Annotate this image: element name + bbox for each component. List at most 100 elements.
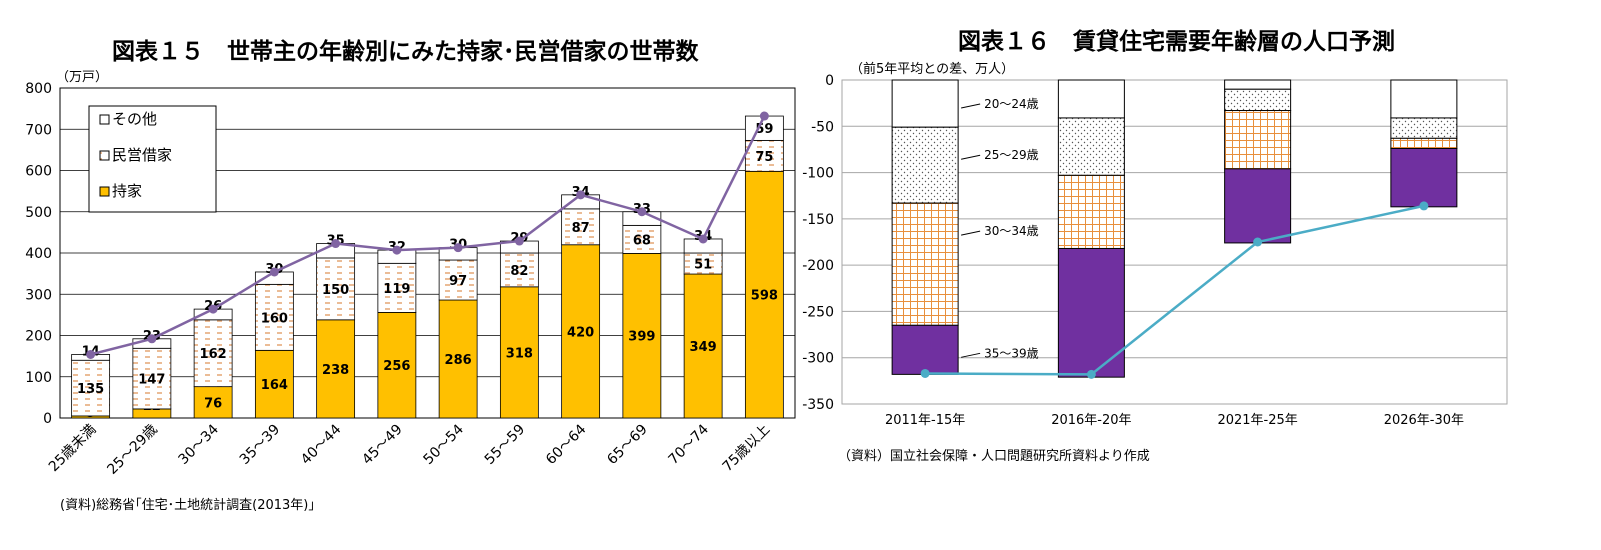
y-tick-label: -200: [802, 258, 834, 274]
bar-segment: [1057, 174, 1125, 249]
bar-segment: [377, 262, 417, 313]
legend-label: その他: [112, 110, 157, 128]
y-tick-label: 200: [25, 329, 52, 345]
data-label: 160: [261, 311, 288, 326]
series-annotation: 30～34歳: [984, 224, 1039, 238]
bar-segment: [891, 324, 959, 375]
bar-segment: [744, 170, 784, 419]
x-tick-label: 2016年-20年: [1051, 413, 1131, 428]
data-label: 68: [633, 233, 651, 248]
x-tick-label: 35～39: [237, 422, 283, 468]
data-label: 349: [690, 340, 717, 355]
legend-box: [88, 105, 217, 213]
x-tick-label: 2026年-30年: [1384, 413, 1464, 428]
data-label: 147: [138, 373, 165, 388]
bar-segment: [1390, 148, 1458, 208]
total-marker: [1253, 237, 1263, 247]
bar-segment: [254, 283, 294, 351]
data-label: 318: [506, 346, 533, 361]
bar-segment: [316, 257, 356, 321]
left-source-note: (資料)総務省｢住宅･土地統計調査(2013年)｣: [60, 498, 315, 513]
bar-segment: [1390, 137, 1458, 150]
x-tick-label: 40～44: [298, 421, 344, 467]
legend-label: 民営借家: [112, 146, 172, 164]
y-tick-label: 400: [25, 246, 52, 262]
data-label: 162: [200, 347, 227, 362]
total-marker: [698, 234, 708, 244]
total-marker: [514, 236, 524, 246]
total-marker: [637, 207, 647, 217]
y-tick-label: 0: [43, 411, 52, 427]
y-tick-label: -250: [802, 304, 834, 320]
x-tick-label: 2011年-15年: [885, 413, 965, 428]
bar-segment: [1224, 88, 1292, 112]
total-marker: [392, 245, 402, 255]
x-tick-label: 55～59: [482, 422, 528, 468]
legend-swatch: [99, 114, 110, 125]
bar-segment: [683, 273, 723, 419]
bar-segment: [1224, 79, 1292, 90]
data-label: 150: [322, 283, 349, 298]
annotation-leader: [961, 154, 981, 160]
y-tick-label: 0: [825, 73, 834, 89]
data-label: 286: [445, 353, 472, 368]
series-annotation: 35～39歳: [984, 346, 1039, 360]
legend-label: 持家: [112, 182, 142, 200]
bar-segment: [316, 319, 356, 419]
x-tick-label: 75歳以上: [720, 422, 774, 476]
total-marker: [269, 267, 279, 277]
y-tick-label: -100: [802, 166, 834, 182]
bar-segment: [622, 253, 662, 419]
x-tick-label: 30～34: [176, 421, 222, 467]
right-source-note: （資料）国立社会保障・人口問題研究所資料より作成: [838, 449, 1150, 464]
legend-swatch: [99, 150, 110, 161]
data-label: 82: [510, 264, 528, 279]
total-line: [925, 204, 1425, 376]
bar-segment: [499, 286, 539, 419]
data-label: 119: [383, 282, 410, 297]
bar-segment: [132, 347, 172, 410]
bar-segment: [1224, 110, 1292, 170]
bar-segment: [561, 244, 601, 419]
total-marker: [453, 243, 463, 253]
bar-segment: [1390, 79, 1458, 119]
series-annotation: 25～29歳: [984, 148, 1039, 162]
bar-segment: [744, 139, 784, 172]
x-tick-label: 25歳未満: [46, 422, 100, 476]
bar-segment: [891, 126, 959, 204]
y-tick-label: 800: [25, 81, 52, 97]
total-marker: [86, 349, 96, 359]
series-annotation: 20～24歳: [984, 97, 1039, 111]
x-tick-label: 50～54: [421, 421, 467, 467]
right-unit-label: （前5年平均との差、万人）: [850, 62, 1015, 77]
left-chart-title: 図表１５ 世帯主の年齢別にみた持家･民営借家の世帯数: [112, 39, 699, 65]
right-chart-title: 図表１６ 賃貸住宅需要年齢層の人口予測: [958, 29, 1395, 55]
y-tick-label: 100: [25, 370, 52, 386]
y-tick-label: 700: [25, 122, 52, 138]
bar-segment: [499, 252, 539, 288]
data-label: 135: [77, 382, 104, 397]
legend-swatch: [99, 186, 110, 197]
bar-segment: [193, 319, 233, 388]
bar-segment: [1224, 168, 1292, 244]
y-tick-label: 600: [25, 164, 52, 180]
bar-segment: [193, 386, 233, 419]
y-tick-label: -50: [811, 119, 834, 135]
x-tick-label: 65～69: [604, 422, 650, 468]
data-label: 256: [383, 359, 410, 374]
bar-segment: [1057, 247, 1125, 378]
annotation-leader: [961, 103, 981, 109]
total-marker: [759, 111, 769, 121]
total-marker: [147, 334, 157, 344]
data-label: 420: [567, 325, 594, 340]
bar-segment: [1390, 117, 1458, 139]
data-label: 238: [322, 363, 349, 378]
total-marker: [331, 239, 341, 249]
data-label: 399: [628, 330, 655, 345]
left-unit-label: （万戸）: [56, 70, 109, 85]
annotation-leader: [961, 352, 981, 358]
total-marker: [1086, 369, 1096, 379]
bar-segment: [1057, 79, 1125, 119]
y-tick-label: -150: [802, 212, 834, 228]
